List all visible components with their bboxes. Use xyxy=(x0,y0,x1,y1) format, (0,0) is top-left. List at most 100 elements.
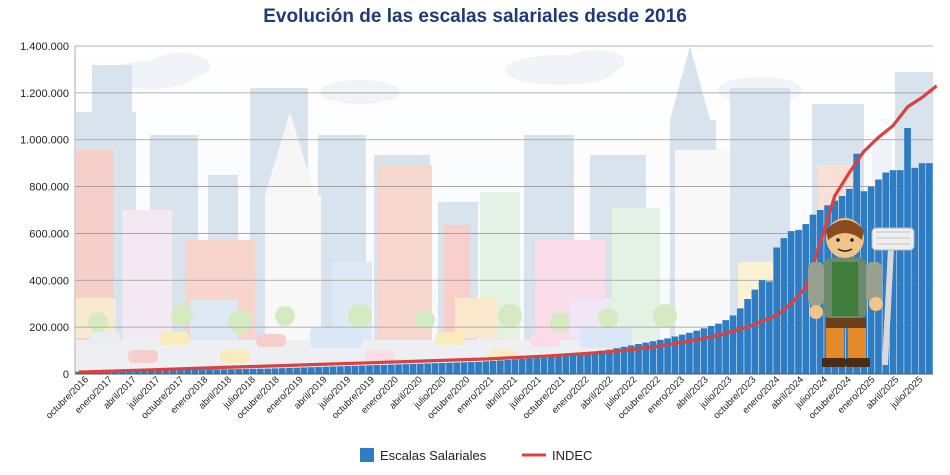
bar xyxy=(736,308,744,374)
bar xyxy=(511,359,519,374)
legend-label-indec: INDEC xyxy=(552,448,592,463)
bar xyxy=(540,357,548,374)
bar xyxy=(220,369,228,374)
bar xyxy=(882,172,890,374)
bar xyxy=(926,163,933,374)
bar xyxy=(773,247,781,374)
bar xyxy=(307,367,315,374)
bar xyxy=(649,341,657,374)
line-path xyxy=(78,84,938,374)
bar xyxy=(889,170,897,374)
bar xyxy=(329,366,337,374)
bar xyxy=(526,358,533,374)
bar xyxy=(358,365,366,374)
bar xyxy=(533,358,541,374)
bar xyxy=(271,368,279,374)
bar xyxy=(482,361,490,374)
bar xyxy=(591,351,599,374)
bar xyxy=(424,363,431,374)
bar xyxy=(489,360,497,374)
bar xyxy=(184,369,192,374)
bar xyxy=(700,328,708,374)
bar xyxy=(518,359,526,374)
bar xyxy=(148,370,155,374)
bar xyxy=(918,163,926,374)
bar xyxy=(373,365,381,374)
legend: Escalas Salariales INDEC xyxy=(360,448,592,463)
bar xyxy=(758,280,766,374)
bar xyxy=(395,364,402,374)
bar xyxy=(569,354,577,374)
bar xyxy=(671,336,679,374)
bar xyxy=(656,339,664,374)
bar xyxy=(286,367,293,374)
x-axis-tick-labels: octubre/2016enero/2017abril/2017julio/20… xyxy=(44,374,925,421)
y-tick-label: 0 xyxy=(63,369,69,381)
bar xyxy=(249,368,257,374)
bar xyxy=(802,224,810,374)
bar xyxy=(162,370,170,374)
bar xyxy=(584,352,591,374)
bar xyxy=(751,289,759,374)
bar xyxy=(896,170,904,374)
bar xyxy=(264,368,272,374)
bar xyxy=(140,370,148,374)
bar xyxy=(206,369,213,374)
bar xyxy=(380,364,388,374)
bar xyxy=(722,320,730,374)
bar xyxy=(562,355,570,374)
bar xyxy=(169,370,177,374)
bar xyxy=(780,238,788,374)
axes xyxy=(74,46,933,375)
bar xyxy=(446,362,453,374)
bar xyxy=(598,350,606,374)
bar xyxy=(337,366,344,374)
bar xyxy=(402,364,410,374)
bar xyxy=(460,362,468,374)
bar xyxy=(642,342,650,374)
bar xyxy=(678,334,686,374)
y-axis-tick-labels: 0 200.000 400.000 600.000 800.000 1.000.000 1.… xyxy=(20,41,69,381)
bar xyxy=(257,368,264,374)
bar xyxy=(133,370,141,374)
bar xyxy=(235,369,242,374)
y-tick-label: 800.000 xyxy=(29,182,69,194)
bar xyxy=(627,345,635,374)
bar xyxy=(431,363,439,374)
worker-figure-illustration xyxy=(808,218,915,367)
bar xyxy=(606,349,613,374)
y-tick-label: 1.200.000 xyxy=(20,88,69,100)
bar xyxy=(744,299,751,374)
bar xyxy=(126,370,133,374)
bar xyxy=(613,348,621,374)
chart-title: Evolución de las escalas salariales desd… xyxy=(263,6,687,27)
y-tick-label: 1.400.000 xyxy=(20,41,69,53)
bar xyxy=(293,367,301,374)
y-tick-label: 200.000 xyxy=(29,322,69,334)
bar xyxy=(504,359,511,374)
bar xyxy=(766,281,773,374)
bar xyxy=(118,370,126,374)
y-tick-label: 1.000.000 xyxy=(20,135,69,147)
bar xyxy=(351,365,359,374)
bar xyxy=(577,353,584,374)
bar xyxy=(547,356,555,374)
bar xyxy=(904,128,911,374)
bar xyxy=(198,369,206,374)
bar xyxy=(497,360,504,374)
y-tick-label: 600.000 xyxy=(29,228,69,240)
bar xyxy=(620,346,628,374)
bar xyxy=(729,315,737,374)
bar xyxy=(213,369,221,374)
bar xyxy=(693,330,701,374)
bar xyxy=(155,370,162,374)
legend-swatch-escalas-salariales xyxy=(360,448,374,462)
bar xyxy=(795,229,802,374)
bar xyxy=(366,365,373,374)
bar xyxy=(387,364,395,374)
bar xyxy=(467,362,475,374)
bar xyxy=(453,362,461,374)
bar xyxy=(715,323,722,374)
